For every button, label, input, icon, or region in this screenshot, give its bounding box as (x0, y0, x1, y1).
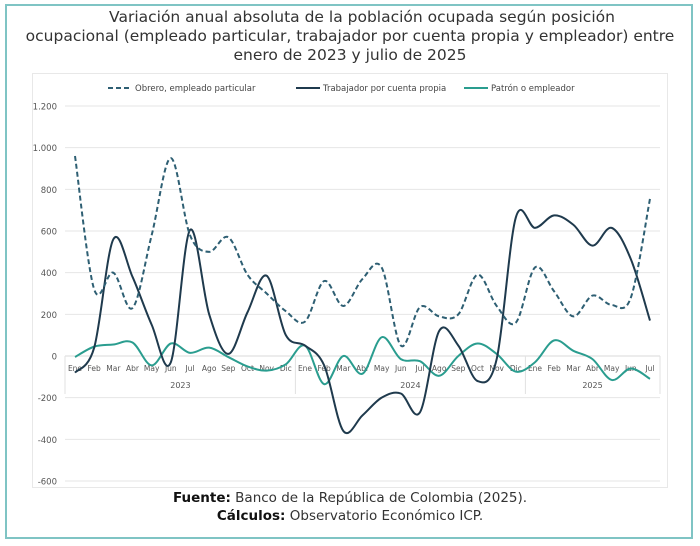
figure-frame (5, 4, 693, 539)
x-tick-label: Jul (414, 364, 424, 373)
gridlines (65, 105, 660, 482)
x-tick-label: Feb (318, 364, 332, 373)
y-tick-label: 400 (41, 269, 57, 279)
x-tick-label: Oct (241, 364, 254, 373)
x-tick-label: Mar (106, 364, 121, 373)
source-text: Banco de la República de Colombia (2025)… (230, 490, 528, 506)
y-tick-label: 200 (41, 311, 57, 321)
x-tick-label: Nov (259, 364, 274, 373)
legend: Obrero, empleado particular Trabajador po… (108, 83, 575, 94)
x-tick-label: Nov (489, 364, 504, 373)
legend-label-patron: Patrón o empleador (491, 83, 575, 94)
y-tick-label: 1.200 (33, 103, 57, 113)
series-line-patron (74, 336, 651, 386)
year-label: 2025 (582, 381, 602, 390)
calc-text: Observatorio Económico ICP. (285, 508, 484, 524)
y-tick-label: -400 (38, 436, 57, 446)
x-tick-label: Feb (88, 364, 102, 373)
chart-title: Variación anual absoluta de la población… (10, 8, 690, 65)
y-tick-label: -200 (38, 394, 57, 404)
year-label: 2023 (170, 381, 190, 390)
title-line-2: ocupacional (empleado particular, trabaj… (25, 27, 675, 45)
x-axis: Ene Feb Mar Abr May Jun Jul Ago Sep Oct Nov Dic Ene F… (64, 355, 661, 394)
chart-area (32, 73, 668, 488)
series-line-trabajador (74, 208, 651, 434)
x-tick-label: Dic (510, 364, 522, 373)
y-tick-label: 800 (41, 186, 57, 196)
x-tick-label: Abr (586, 364, 600, 373)
y-tick-label: -600 (38, 478, 57, 488)
series-line-obrero (74, 155, 651, 348)
x-tick-label: Dic (280, 364, 292, 373)
series-lines (74, 155, 651, 434)
source-line: Fuente: Banco de la República de Colombi… (0, 489, 700, 507)
x-tick-label: Abr (126, 364, 140, 373)
x-tick-label: Ago (202, 364, 217, 373)
x-tick-label: Ene (298, 364, 312, 373)
x-tick-label: Oct (471, 364, 484, 373)
calc-line: Cálculos: Observatorio Económico ICP. (0, 507, 700, 525)
y-axis: 1.200 1.000 800 600 400 200 0 -200 -400 -600 (33, 103, 57, 488)
calc-label: Cálculos: (216, 508, 286, 524)
year-label: 2024 (400, 381, 420, 390)
title-line-1: Variación anual absoluta de la población… (109, 8, 615, 26)
x-tick-label: Sep (451, 364, 465, 373)
x-tick-label: Ene (528, 364, 542, 373)
x-tick-label: May (374, 364, 390, 373)
y-tick-label: 0 (52, 353, 57, 363)
x-tick-label: Jul (184, 364, 194, 373)
y-tick-label: 600 (41, 228, 57, 238)
x-tick-label: Ago (432, 364, 447, 373)
x-tick-label: Jun (394, 364, 407, 373)
x-tick-label: May (604, 364, 620, 373)
x-tick-label: Ene (68, 364, 82, 373)
legend-label-trabajador: Trabajador por cuenta propia (322, 84, 446, 94)
legend-label-obrero: Obrero, empleado particular (135, 84, 256, 94)
x-tick-label: Feb (548, 364, 562, 373)
x-tick-label: Abr (356, 364, 370, 373)
x-tick-label: Sep (221, 364, 235, 373)
footer: Fuente: Banco de la República de Colombi… (0, 489, 700, 525)
x-tick-label: Jul (644, 364, 654, 373)
x-tick-label: Jun (164, 364, 177, 373)
y-tick-label: 1.000 (33, 144, 57, 154)
source-label: Fuente: (172, 490, 231, 506)
x-tick-label: Mar (566, 364, 581, 373)
x-tick-label: Mar (336, 364, 351, 373)
x-tick-label: May (144, 364, 160, 373)
title-line-3: enero de 2023 y julio de 2025 (233, 46, 467, 64)
